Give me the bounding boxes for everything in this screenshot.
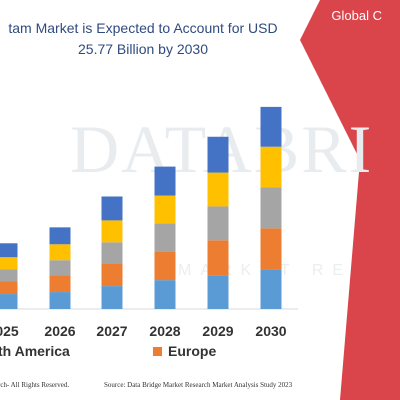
bar-segment [0, 269, 18, 282]
footer-source: Source: Data Bridge Market Research Mark… [104, 381, 293, 389]
bar-segment [207, 172, 229, 207]
bar-segment [154, 195, 176, 224]
bar-segment [207, 206, 229, 241]
bar-segment [154, 223, 176, 252]
x-tick-label: 025 [0, 323, 19, 339]
bar-segment [0, 294, 18, 309]
x-tick-label: 2028 [149, 323, 180, 339]
legend-swatch-europe [153, 346, 162, 356]
bar-segment [260, 187, 282, 229]
legend-label: th America [0, 343, 70, 359]
bar-segment [101, 196, 123, 221]
bar-segment [260, 146, 282, 188]
bar-segment [154, 166, 176, 196]
bar-segment [0, 281, 18, 295]
legend-label: Europe [168, 343, 217, 359]
bar-segment [49, 260, 71, 276]
bar-segment [260, 269, 282, 309]
bar-segment [101, 263, 123, 287]
bar-segment [207, 136, 229, 173]
bar-segment [154, 280, 176, 309]
region-tag: Global C [331, 8, 382, 23]
bar-segment [0, 257, 18, 270]
chart-title-line-1: tam Market is Expected to Account for US… [8, 20, 278, 36]
legend-item-europe: Europe [153, 343, 216, 359]
bar-segment [154, 251, 176, 281]
bar-segment [101, 242, 123, 264]
legend-item-north-america: th America [0, 343, 70, 359]
bar-segment [207, 275, 229, 309]
bar-segment [49, 244, 71, 261]
footer-copyright: rch- All Rights Reserved. [0, 381, 70, 389]
bar-segment [101, 220, 123, 243]
bar-segment [101, 286, 123, 309]
x-tick-label: 2030 [255, 323, 286, 339]
bar-segment [49, 275, 71, 293]
bar-segment [49, 227, 71, 245]
bar-segment [207, 240, 229, 276]
red-diagonal-band [300, 0, 400, 400]
x-tick-label: 2029 [202, 323, 233, 339]
bar-segment [0, 243, 18, 258]
bar-segment [260, 106, 282, 147]
bar-segment [260, 228, 282, 270]
x-tick-label: 2027 [96, 323, 127, 339]
x-tick-label: 2026 [44, 323, 75, 339]
chart-title-line-2: 25.77 Billion by 2030 [78, 41, 208, 57]
bar-segment [49, 292, 71, 309]
